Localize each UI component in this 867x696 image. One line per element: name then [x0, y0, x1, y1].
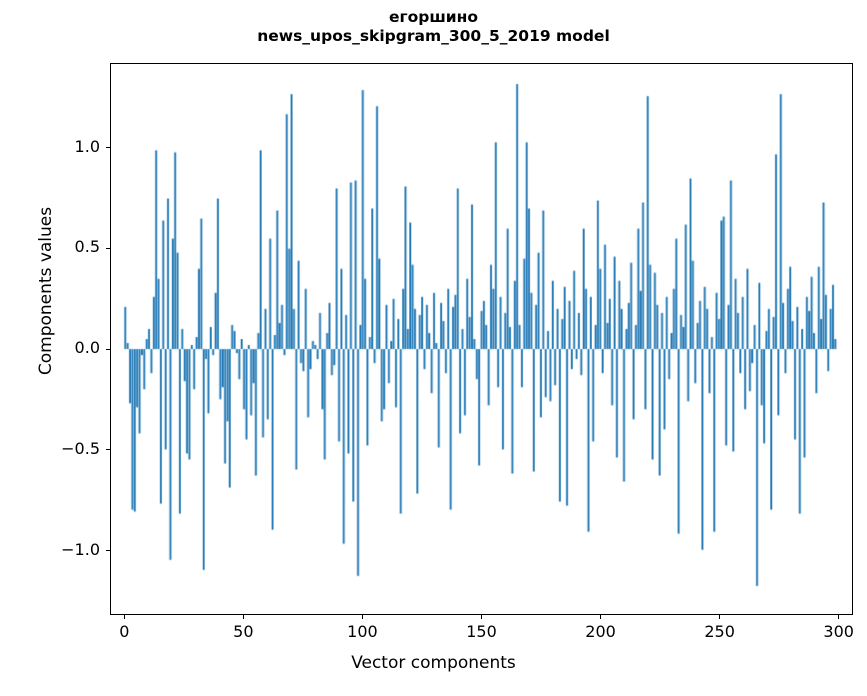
x-tick-label: 300 — [823, 622, 854, 641]
y-tick-label: 0.5 — [74, 237, 100, 257]
y-axis-label: Components values — [36, 206, 56, 376]
x-tick-mark — [123, 615, 125, 619]
y-tick-label: −0.5 — [61, 438, 100, 458]
chart-title-line-2: news_upos_skipgram_300_5_2019 model — [257, 26, 610, 45]
x-tick-mark — [361, 615, 364, 619]
chart-title-line-1: егоршино — [388, 8, 479, 26]
x-tick-mark — [719, 615, 721, 619]
x-tick-label: 250 — [704, 622, 735, 641]
x-tick-label: 200 — [585, 622, 616, 641]
y-tick-mark — [106, 247, 110, 249]
x-tick-mark — [838, 615, 840, 619]
y-tick-mark — [106, 550, 110, 552]
y-tick-label: −1.0 — [61, 539, 100, 559]
y-tick-label: 1.0 — [74, 136, 100, 156]
y-tick-mark — [106, 147, 110, 149]
y-tick-label: 0.0 — [74, 338, 100, 358]
chart-title: егоршино news_upos_skipgram_300_5_2019 m… — [0, 8, 867, 46]
x-tick-label: 100 — [347, 622, 378, 641]
x-tick-mark — [481, 615, 483, 619]
x-axis-label: Vector components — [351, 653, 516, 673]
y-tick-mark — [106, 348, 110, 350]
x-tick-label: 50 — [233, 622, 254, 641]
y-tick-mark — [106, 449, 110, 451]
x-tick-label: 150 — [466, 622, 497, 641]
x-tick-mark — [600, 615, 602, 619]
bar-series-canvas — [111, 64, 852, 614]
x-tick-mark — [242, 615, 244, 619]
x-tick-label: 0 — [119, 622, 130, 641]
plot-area — [110, 63, 853, 615]
